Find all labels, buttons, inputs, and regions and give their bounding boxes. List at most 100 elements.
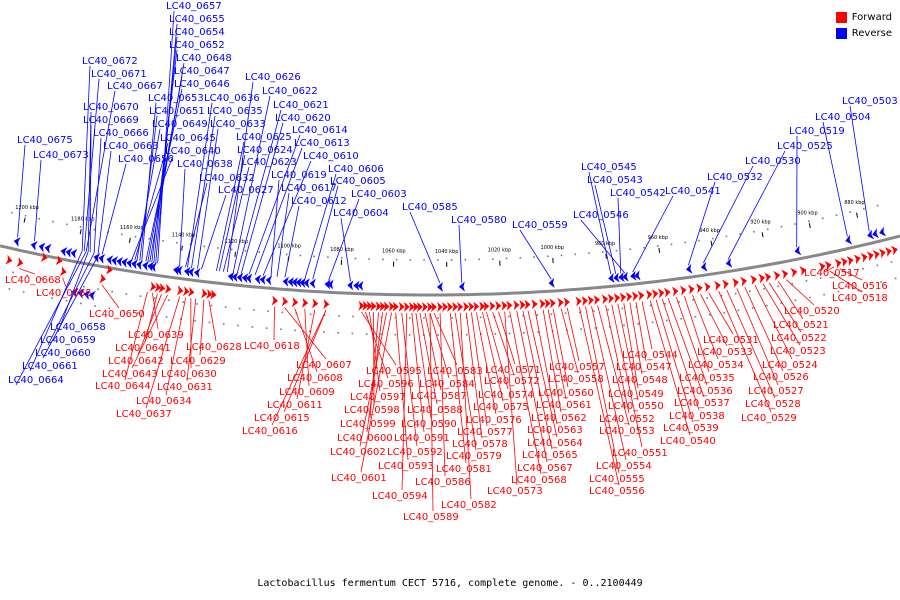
gene-label-lc40-0660: LC40_0660: [35, 348, 91, 359]
outer-ring-dot: [313, 255, 315, 258]
reverse-gene-arrow: [173, 265, 180, 276]
reverse-gene-arrow: [194, 268, 201, 278]
gene-label-lc40-0647: LC40_0647: [174, 66, 230, 77]
gene-label-lc40-0616: LC40_0616: [242, 426, 298, 437]
outer-ring-dot: [643, 246, 645, 249]
outer-ring-dot: [38, 217, 41, 220]
inner-ring-dot: [666, 319, 668, 322]
reverse-gene-arrow: [30, 240, 38, 251]
leader-line: [199, 299, 205, 356]
inner-ring-dot: [281, 311, 284, 314]
forward-gene-arrow: [704, 282, 711, 293]
reverse-gene-arrow: [150, 262, 157, 273]
outer-ring-dot: [656, 245, 659, 247]
gene-label-lc40-0645: LC40_0645: [160, 133, 216, 144]
leader-line: [829, 270, 863, 293]
forward-gene-arrow: [164, 283, 172, 294]
forward-gene-arrow: [408, 301, 415, 312]
gene-label-lc40-0668: LC40_0668: [5, 275, 61, 286]
inner-ring-dot: [265, 327, 268, 329]
forward-gene-arrow: [539, 298, 546, 309]
leader-line: [284, 307, 327, 360]
forward-gene-arrow: [790, 267, 798, 278]
gene-label-lc40-0639: LC40_0639: [128, 330, 184, 341]
forward-gene-arrow: [645, 289, 653, 300]
reverse-gene-arrow: [231, 272, 239, 283]
scale-tick: [234, 251, 236, 257]
gene-label-lc40-0665: LC40_0665: [36, 288, 92, 299]
gene-label-lc40-0632: LC40_0632: [199, 173, 255, 184]
leader-line: [675, 297, 708, 386]
legend-label-reverse: Reverse: [851, 27, 892, 39]
outer-ring-dot: [739, 233, 741, 235]
gene-label-lc40-0659: LC40_0659: [40, 335, 96, 346]
gene-label-lc40-0577: LC40_0577: [457, 427, 513, 438]
reverse-gene-arrow: [65, 247, 73, 258]
outer-ring-dot: [492, 258, 494, 260]
scale-tick-label: 1140 kbp: [172, 233, 196, 239]
inner-ring-dot: [97, 288, 99, 291]
inner-ring-dot: [751, 307, 754, 309]
leader-line: [101, 284, 120, 309]
leader-line: [458, 224, 463, 283]
leader-line: [157, 10, 175, 264]
leader-line: [588, 171, 612, 275]
outer-ring-dot: [505, 257, 508, 260]
leader-line: [145, 296, 181, 409]
forward-gene-arrow: [781, 269, 789, 280]
inner-ring-dot: [224, 306, 227, 308]
reverse-gene-arrow: [872, 228, 880, 239]
gene-label-lc40-0550: LC40_0550: [608, 401, 664, 412]
outer-ring-dot: [409, 259, 412, 261]
forward-gene-arrow: [105, 264, 113, 275]
reverse-gene-arrow: [227, 271, 235, 282]
reverse-gene-arrow: [176, 265, 183, 276]
leader-line: [131, 155, 174, 260]
leader-line: [304, 308, 310, 387]
gene-label-lc40-0663: LC40_0663: [103, 141, 159, 152]
scale-tick-label: 1000 kbp: [540, 245, 564, 251]
gene-label-lc40-0587: LC40_0587: [411, 391, 467, 402]
leader-line: [768, 282, 802, 333]
forward-gene-arrow: [99, 273, 106, 284]
outer-ring-dot: [849, 211, 851, 213]
inner-ring-dot: [623, 324, 625, 327]
inner-ring-dot: [480, 333, 482, 336]
leader-line: [248, 134, 301, 275]
forward-gene-arrow: [519, 299, 526, 310]
inner-ring-dot: [65, 299, 68, 302]
outer-ring-dot: [11, 211, 13, 214]
gene-label-lc40-0656: LC40_0656: [118, 154, 174, 165]
gene-label-lc40-0546: LC40_0546: [573, 210, 629, 221]
gene-label-lc40-0672: LC40_0672: [82, 56, 138, 67]
gene-label-lc40-0528: LC40_0528: [745, 399, 801, 410]
leader-line: [62, 277, 67, 288]
gene-label-lc40-0651: LC40_0651: [149, 106, 205, 117]
gene-label-lc40-0592: LC40_0592: [387, 447, 443, 458]
reverse-gene-arrow: [126, 258, 134, 269]
leader-line: [465, 312, 483, 439]
map-caption: Lactobacillus fermentum CECT 5716, compl…: [257, 578, 643, 589]
reverse-gene-arrow: [259, 274, 267, 285]
inner-ring-dot: [508, 332, 511, 335]
forward-gene-arrow: [722, 279, 729, 290]
leader-line: [19, 268, 36, 275]
inner-ring-dot: [222, 323, 225, 325]
leader-line: [328, 198, 360, 281]
leader-line: [617, 197, 622, 274]
scale-tick: [128, 237, 131, 243]
legend-label-forward: Forward: [851, 11, 892, 23]
leader-line: [519, 229, 552, 280]
outer-ring-dot: [711, 237, 714, 240]
gene-label-lc40-0521: LC40_0521: [773, 320, 829, 331]
leader-line: [611, 304, 643, 448]
inner-ring-dot: [734, 292, 737, 295]
outer-ring-dot: [382, 258, 384, 261]
forward-gene-arrow: [663, 287, 671, 298]
gene-label-lc40-0670: LC40_0670: [83, 102, 139, 113]
gene-label-lc40-0503: LC40_0503: [842, 96, 898, 107]
forward-gene-arrow: [457, 301, 464, 312]
gene-label-lc40-0560: LC40_0560: [538, 388, 594, 399]
inner-ring-dot: [309, 313, 312, 316]
